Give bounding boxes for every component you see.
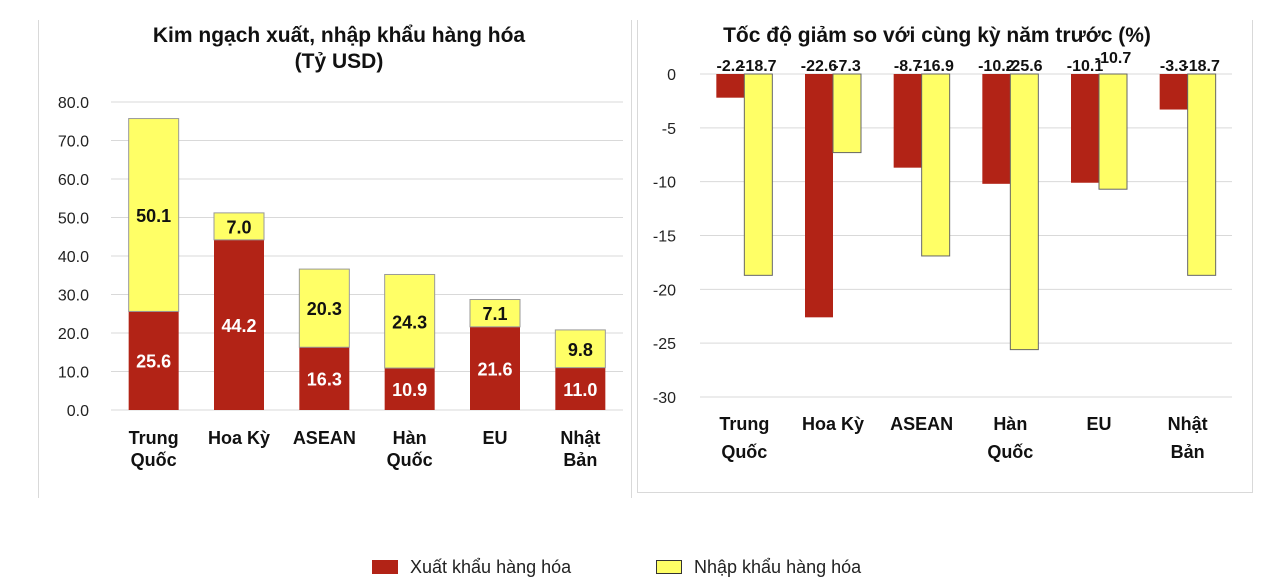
data-label-import: -10.7 xyxy=(1095,50,1132,67)
y-tick-label: -15 xyxy=(653,229,676,246)
y-tick-label: 50.0 xyxy=(58,211,89,228)
y-tick-label: -5 xyxy=(662,121,676,138)
legend-swatch-export xyxy=(372,560,398,574)
data-label-import: 24.3 xyxy=(392,312,427,332)
decline-rate-chart-panel: Tốc độ giảm so với cùng kỳ năm trước (%)… xyxy=(637,20,1253,493)
legend-label-export: Xuất khẩu hàng hóa xyxy=(410,556,572,577)
data-label-import: -16.9 xyxy=(917,58,954,75)
bar-export xyxy=(716,74,745,98)
x-tick-label: Hàn xyxy=(393,428,427,448)
bar-export xyxy=(214,239,264,410)
x-tick-label: Quốc xyxy=(987,442,1033,462)
bar-import xyxy=(1098,73,1128,190)
x-tick-label: Nhật xyxy=(560,428,600,448)
x-tick-label: Quốc xyxy=(387,450,433,470)
x-tick-label: Quốc xyxy=(721,442,767,462)
legend-item-export: Xuất khẩu hàng hóa xyxy=(372,556,571,578)
y-tick-label: 70.0 xyxy=(58,134,89,151)
legend: Xuất khẩu hàng hóa Nhập khẩu hàng hóa xyxy=(0,552,1286,582)
bar-import xyxy=(1187,73,1217,276)
data-label-import: 20.3 xyxy=(307,299,342,319)
y-tick-label: 10.0 xyxy=(58,365,89,382)
bar-export xyxy=(384,368,435,410)
bar-import xyxy=(128,118,180,312)
bar-import xyxy=(921,73,951,257)
chart-subtitle: (Tỷ USD) xyxy=(295,50,384,73)
data-label-export: 21.6 xyxy=(477,359,512,379)
y-tick-label: -25 xyxy=(653,336,676,353)
data-label-import: 7.0 xyxy=(226,217,251,237)
bar-export xyxy=(893,74,922,168)
data-label-import: -18.7 xyxy=(740,58,777,75)
data-label-export: -3.3 xyxy=(1160,58,1188,75)
data-label-export: -8.7 xyxy=(894,58,922,75)
data-label-export: 10.9 xyxy=(392,380,427,400)
x-tick-label: ASEAN xyxy=(293,428,356,448)
x-tick-label: Hàn xyxy=(993,414,1027,434)
bar-import xyxy=(743,73,773,276)
bar-import xyxy=(384,273,436,369)
data-label-import: -18.7 xyxy=(1183,58,1220,75)
x-tick-label: Hoa Kỳ xyxy=(802,414,864,434)
bar-import xyxy=(832,73,862,154)
data-label-import: -7.3 xyxy=(833,58,861,75)
data-label-export: 16.3 xyxy=(307,370,342,390)
y-tick-label: -10 xyxy=(653,175,676,192)
bar-export xyxy=(1159,74,1188,110)
y-tick-label: 80.0 xyxy=(58,95,89,112)
x-tick-label: Bản xyxy=(1171,442,1205,462)
y-tick-label: 20.0 xyxy=(58,326,89,343)
stacked-bar-chart-panel: Kim ngạch xuất, nhập khẩu hàng hóa (Tỷ U… xyxy=(38,20,632,498)
legend-label-import: Nhập khẩu hàng hóa xyxy=(694,556,862,577)
bar-import xyxy=(298,268,350,348)
chart-title: Tốc độ giảm so với cùng kỳ năm trước (%) xyxy=(723,24,1151,47)
bar-import xyxy=(213,212,265,241)
x-tick-label: ASEAN xyxy=(890,414,953,434)
decline-rate-bar-chart: Tốc độ giảm so với cùng kỳ năm trước (%)… xyxy=(653,24,1232,462)
data-label-export: -2.2 xyxy=(717,58,745,75)
data-label-export: -10.2 xyxy=(978,58,1015,75)
x-tick-label: Trung xyxy=(719,414,769,434)
data-label-import: -25.6 xyxy=(1006,58,1043,75)
y-tick-label: 0.0 xyxy=(67,403,89,420)
y-tick-label: -30 xyxy=(653,390,676,407)
bar-export xyxy=(555,367,606,410)
x-tick-label: Bản xyxy=(563,450,597,470)
data-label-import: 7.1 xyxy=(482,304,507,324)
data-label-export: -10.1 xyxy=(1067,58,1104,75)
y-tick-label: 40.0 xyxy=(58,249,89,266)
x-tick-label: EU xyxy=(1086,414,1111,434)
bar-export xyxy=(805,74,833,318)
bar-export xyxy=(1071,74,1099,183)
data-label-import: 9.8 xyxy=(568,340,593,360)
bar-export xyxy=(470,326,520,410)
bar-export xyxy=(128,311,179,410)
bar-export xyxy=(299,347,350,410)
y-tick-label: -20 xyxy=(653,282,676,299)
x-tick-label: Nhật xyxy=(1168,414,1208,434)
chart-title: Kim ngạch xuất, nhập khẩu hàng hóa xyxy=(153,24,526,47)
data-label-import: 50.1 xyxy=(136,206,171,226)
data-label-export: 11.0 xyxy=(563,380,597,400)
x-tick-label: Quốc xyxy=(131,450,177,470)
bar-import xyxy=(469,299,521,328)
legend-item-import: Nhập khẩu hàng hóa xyxy=(656,556,861,578)
y-tick-label: 60.0 xyxy=(58,172,89,189)
bar-export xyxy=(982,74,1011,184)
data-label-export: 44.2 xyxy=(221,316,256,336)
y-tick-label: 0 xyxy=(667,67,676,84)
legend-swatch-import xyxy=(656,560,682,574)
x-tick-label: Hoa Kỳ xyxy=(208,428,270,448)
y-tick-label: 30.0 xyxy=(58,288,89,305)
bar-import xyxy=(1009,73,1039,351)
x-tick-label: Trung xyxy=(129,428,179,448)
stacked-bar-chart: Kim ngạch xuất, nhập khẩu hàng hóa (Tỷ U… xyxy=(58,24,623,470)
bar-import xyxy=(554,329,606,369)
data-label-export: -22.6 xyxy=(801,58,838,75)
data-label-export: 25.6 xyxy=(136,352,171,372)
x-tick-label: EU xyxy=(482,428,507,448)
